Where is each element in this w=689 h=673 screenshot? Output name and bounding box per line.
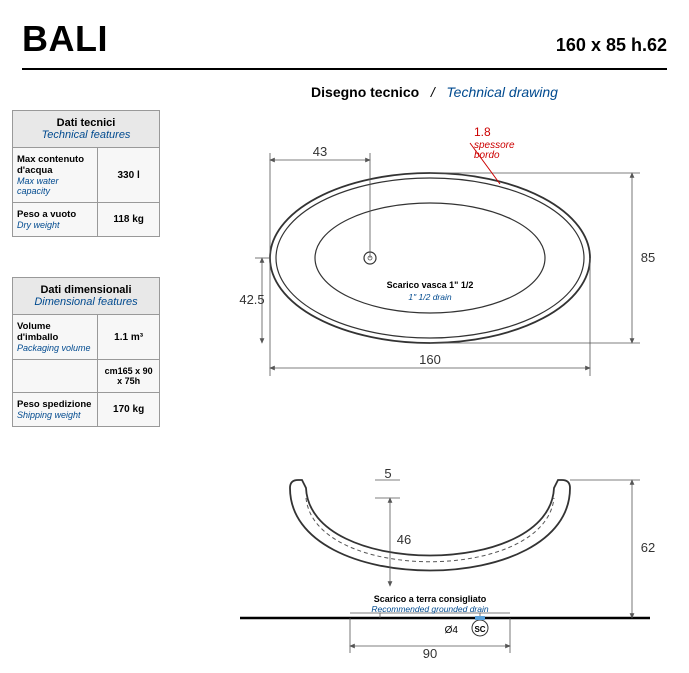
dim-160: 160 bbox=[419, 352, 441, 367]
dim-5: 5 bbox=[384, 466, 391, 481]
dim-rim: 1.8 bbox=[474, 125, 491, 139]
head-en: Technical features bbox=[17, 129, 155, 141]
section-title-en: Technical drawing bbox=[446, 84, 558, 100]
row-val: 170 kg bbox=[98, 393, 160, 427]
row-en: Shipping weight bbox=[17, 410, 93, 420]
header-rule bbox=[22, 68, 667, 70]
row-val: 1.1 m³ bbox=[98, 315, 160, 360]
table-row: Peso a vuotoDry weight 118 kg bbox=[13, 203, 160, 237]
dim-42-5: 42.5 bbox=[239, 292, 264, 307]
drain-en: 1" 1/2 drain bbox=[408, 292, 451, 302]
row-it: Peso spedizione bbox=[17, 399, 93, 410]
row-en: Max water capacity bbox=[17, 176, 93, 196]
dim-43: 43 bbox=[313, 144, 327, 159]
row-it: Volume d'imballo bbox=[17, 321, 93, 343]
dim-62: 62 bbox=[641, 540, 655, 555]
section-title-it: Disegno tecnico bbox=[311, 84, 419, 100]
row-it: Max contenuto d'acqua bbox=[17, 154, 93, 176]
head-it: Dati tecnici bbox=[17, 117, 155, 129]
rim-it2: bordo bbox=[474, 150, 500, 161]
left-column: Dati tecnici Technical features Max cont… bbox=[12, 110, 160, 427]
row-en: Dry weight bbox=[17, 220, 93, 230]
dim-90: 90 bbox=[423, 646, 437, 661]
head-en: Dimensional features bbox=[17, 296, 155, 308]
sc-label: SC bbox=[474, 625, 485, 634]
product-title: BALI bbox=[22, 18, 108, 60]
dim-hole: Ø4 bbox=[445, 625, 459, 636]
dim-85: 85 bbox=[641, 250, 655, 265]
table-row: cm165 x 90 x 75h bbox=[13, 360, 160, 393]
section-title: Disegno tecnico / Technical drawing bbox=[180, 80, 689, 110]
side-view: 62 46 5 90 SC Ø4 Scarico a terra consigl… bbox=[240, 466, 655, 661]
table-head: Dati dimensionali Dimensional features bbox=[13, 278, 160, 315]
table-dimensional: Dati dimensionali Dimensional features V… bbox=[12, 277, 160, 427]
head-it: Dati dimensionali bbox=[17, 284, 155, 296]
row-val: 118 kg bbox=[98, 203, 160, 237]
row-val: 330 l bbox=[98, 148, 160, 203]
top-view: 160 85 42.5 43 1.8 spessore bordo Scaric… bbox=[239, 125, 655, 376]
table-row: Max contenuto d'acquaMax water capacity … bbox=[13, 148, 160, 203]
table-row: Peso spedizioneShipping weight 170 kg bbox=[13, 393, 160, 427]
table-head: Dati tecnici Technical features bbox=[13, 111, 160, 148]
table-technical: Dati tecnici Technical features Max cont… bbox=[12, 110, 160, 237]
product-dims: 160 x 85 h.62 bbox=[556, 35, 667, 56]
row-val: cm165 x 90 x 75h bbox=[98, 360, 160, 393]
technical-drawing-svg: 160 85 42.5 43 1.8 spessore bordo Scaric… bbox=[180, 108, 680, 668]
side-note-en: Recommended grounded drain bbox=[371, 604, 488, 614]
row-en: Packaging volume bbox=[17, 343, 93, 353]
section-title-sep: / bbox=[431, 84, 435, 100]
side-note-it: Scarico a terra consigliato bbox=[374, 594, 487, 604]
dim-46: 46 bbox=[397, 532, 411, 547]
row-it: Peso a vuoto bbox=[17, 209, 93, 220]
drain-it: Scarico vasca 1" 1/2 bbox=[387, 280, 474, 290]
table-row: Volume d'imballoPackaging volume 1.1 m³ bbox=[13, 315, 160, 360]
diagram-area: 160 85 42.5 43 1.8 spessore bordo Scaric… bbox=[180, 108, 680, 668]
